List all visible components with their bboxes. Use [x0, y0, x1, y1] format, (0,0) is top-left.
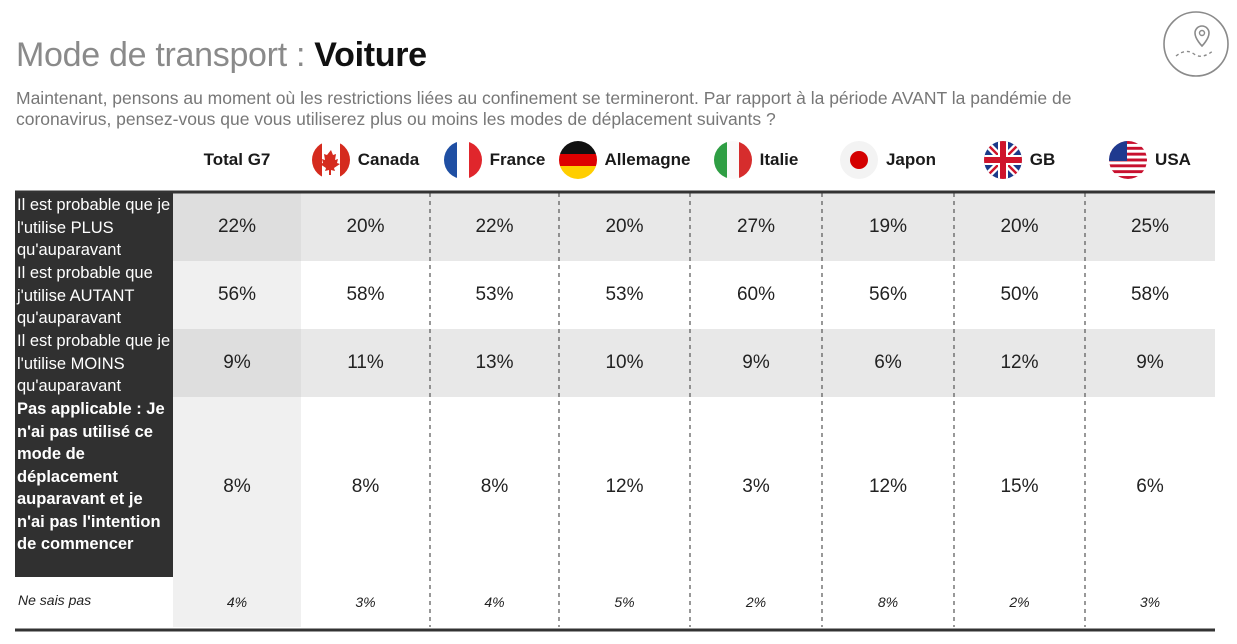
- value-cell: 12%: [1000, 352, 1039, 373]
- canada-flag-icon: [311, 141, 350, 179]
- column-header-label: Italie: [759, 150, 799, 169]
- value-cell: 20%: [605, 216, 644, 237]
- japan-flag-icon: [839, 141, 878, 179]
- row-label: Il est probable que je l'utilise MOINS q…: [15, 329, 173, 397]
- total-column-band: [173, 193, 301, 627]
- title-prefix: Mode de transport :: [16, 36, 315, 74]
- column-header: France: [430, 140, 559, 180]
- row-band: [301, 193, 1215, 261]
- value-cell: 22%: [217, 216, 257, 237]
- value-cell: 56%: [217, 284, 257, 305]
- footer-value-cell: 4%: [484, 594, 505, 610]
- column-header: USA: [1085, 140, 1215, 180]
- column-header: GB: [954, 140, 1085, 180]
- total-row-band: [173, 329, 301, 397]
- uk-flag-icon: [983, 141, 1022, 179]
- footer-value-cell: 3%: [355, 594, 376, 610]
- germany-flag-icon: [558, 141, 597, 179]
- france-flag-icon: [443, 141, 482, 179]
- value-cell: 60%: [736, 284, 776, 305]
- footer-row-label: Ne sais pas: [18, 592, 92, 608]
- value-cell: 8%: [351, 476, 380, 497]
- column-header-label: USA: [1155, 150, 1191, 169]
- row-label: Il est probable que je l'utilise PLUS qu…: [15, 193, 173, 261]
- footer-value-cell: 2%: [745, 594, 767, 610]
- value-cell: 53%: [605, 284, 644, 305]
- value-cell: 13%: [475, 352, 514, 373]
- usa-flag-icon: [1109, 141, 1148, 179]
- footer-value-cell: 5%: [614, 594, 635, 610]
- footer-value-cell: 4%: [226, 594, 248, 610]
- value-cell: 8%: [223, 476, 251, 497]
- column-header: Total G7: [173, 140, 301, 180]
- italy-flag-icon: [713, 141, 752, 179]
- row-band: [301, 329, 1215, 397]
- column-header-label: Japon: [885, 150, 937, 169]
- title-strong: Voiture: [314, 36, 427, 74]
- value-cell: 20%: [1000, 216, 1039, 237]
- footer-value-cell: 8%: [877, 594, 899, 610]
- value-cell: 25%: [1130, 216, 1170, 237]
- row-label: Pas applicable : Je n'ai pas utilisé ce …: [15, 397, 173, 577]
- value-cell: 11%: [347, 352, 384, 373]
- value-cell: 50%: [1000, 284, 1039, 305]
- value-cell: 9%: [742, 352, 770, 373]
- value-cell: 6%: [1136, 476, 1164, 497]
- column-header-label: Canada: [357, 150, 420, 169]
- column-header-label: GB: [1029, 150, 1056, 169]
- value-cell: 6%: [874, 352, 902, 373]
- row-label: Il est probable que j'utilise AUTANT qu'…: [15, 261, 173, 329]
- map-pin-route-icon: [1162, 10, 1230, 78]
- column-header-label: France: [489, 150, 546, 169]
- value-cell: 12%: [868, 476, 908, 497]
- column-header: Japon: [822, 140, 954, 180]
- value-cell: 53%: [475, 284, 514, 305]
- value-cell: 9%: [1136, 352, 1164, 373]
- total-row-band: [173, 193, 301, 261]
- value-cell: 19%: [868, 216, 908, 237]
- column-header: Allemagne: [558, 140, 691, 180]
- question-text: Maintenant, pensons au moment où les res…: [16, 88, 1072, 129]
- value-cell: 58%: [1130, 284, 1170, 305]
- page-title: Mode de transport : Voiture: [16, 36, 427, 75]
- value-cell: 10%: [605, 352, 644, 373]
- column-header-label: Allemagne: [604, 150, 691, 169]
- column-header: Italie: [690, 140, 822, 180]
- value-cell: 22%: [475, 216, 514, 237]
- footer-value-cell: 3%: [1139, 594, 1161, 610]
- value-cell: 9%: [223, 352, 251, 373]
- value-cell: 20%: [346, 216, 385, 237]
- value-cell: 3%: [742, 476, 770, 497]
- footer-value-cell: 2%: [1009, 594, 1030, 610]
- value-cell: 58%: [346, 284, 385, 305]
- value-cell: 15%: [1000, 476, 1039, 497]
- value-cell: 8%: [480, 476, 509, 497]
- column-header-label: Total G7: [203, 150, 271, 169]
- value-cell: 56%: [868, 284, 908, 305]
- column-header: Canada: [301, 140, 430, 180]
- value-cell: 27%: [736, 216, 776, 237]
- value-cell: 12%: [605, 476, 644, 497]
